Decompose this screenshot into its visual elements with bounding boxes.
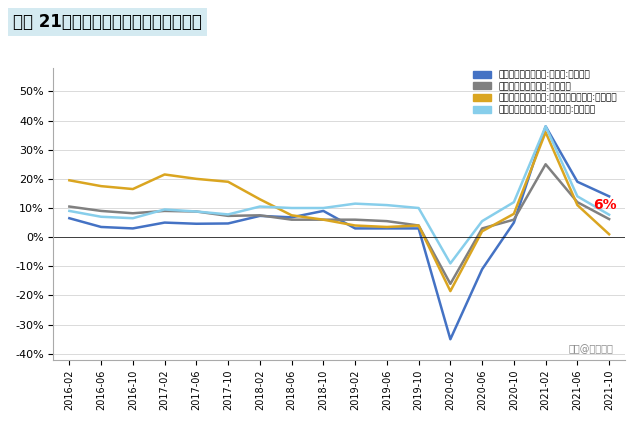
固定资产投资完成额:累计同比 bbox=[97, 208, 105, 213]
固定资产投资完成额:制造业:累计同比 bbox=[288, 215, 296, 220]
固定资产投资完成额:房地产业:累计同比 bbox=[193, 209, 200, 214]
固定资产投资完成额:制造业:累计同比 bbox=[573, 179, 581, 184]
固定资产投资完成额:基础设施建设投资:累计同比 bbox=[319, 217, 327, 222]
固定资产投资完成额:基础设施建设投资:累计同比 bbox=[447, 289, 454, 294]
固定资产投资完成额:房地产业:累计同比 bbox=[65, 208, 73, 213]
固定资产投资完成额:基础设施建设投资:累计同比 bbox=[383, 224, 390, 230]
固定资产投资完成额:累计同比 bbox=[288, 217, 296, 222]
Text: 图表 21：我国固定资产投资完成额变化: 图表 21：我国固定资产投资完成额变化 bbox=[13, 13, 202, 31]
固定资产投资完成额:基础设施建设投资:累计同比 bbox=[478, 229, 486, 234]
固定资产投资完成额:房地产业:累计同比 bbox=[256, 204, 264, 209]
固定资产投资完成额:制造业:累计同比 bbox=[319, 208, 327, 213]
固定资产投资完成额:制造业:累计同比 bbox=[478, 267, 486, 272]
固定资产投资完成额:制造业:累计同比 bbox=[256, 213, 264, 218]
固定资产投资完成额:基础设施建设投资:累计同比 bbox=[65, 178, 73, 183]
固定资产投资完成额:累计同比 bbox=[256, 213, 264, 218]
固定资产投资完成额:制造业:累计同比 bbox=[605, 194, 613, 199]
固定资产投资完成额:基础设施建设投资:累计同比 bbox=[351, 223, 359, 228]
固定资产投资完成额:房地产业:累计同比 bbox=[415, 205, 422, 210]
固定资产投资完成额:累计同比 bbox=[383, 218, 390, 224]
固定资产投资完成额:制造业:累计同比 bbox=[447, 337, 454, 342]
固定资产投资完成额:制造业:累计同比 bbox=[129, 226, 137, 231]
固定资产投资完成额:累计同比 bbox=[65, 204, 73, 209]
固定资产投资完成额:制造业:累计同比 bbox=[542, 124, 550, 129]
固定资产投资完成额:制造业:累计同比 bbox=[97, 224, 105, 230]
固定资产投资完成额:制造业:累计同比 bbox=[415, 226, 422, 231]
固定资产投资完成额:房地产业:累计同比 bbox=[383, 203, 390, 208]
固定资产投资完成额:房地产业:累计同比 bbox=[288, 205, 296, 210]
固定资产投资完成额:制造业:累计同比 bbox=[383, 226, 390, 231]
固定资产投资完成额:累计同比 bbox=[193, 209, 200, 214]
固定资产投资完成额:基础设施建设投资:累计同比 bbox=[193, 176, 200, 181]
固定资产投资完成额:制造业:累计同比 bbox=[193, 221, 200, 226]
固定资产投资完成额:基础设施建设投资:累计同比 bbox=[256, 197, 264, 202]
固定资产投资完成额:房地产业:累计同比 bbox=[478, 218, 486, 224]
固定资产投资完成额:房地产业:累计同比 bbox=[573, 194, 581, 199]
固定资产投资完成额:累计同比 bbox=[415, 223, 422, 228]
固定资产投资完成额:房地产业:累计同比 bbox=[319, 205, 327, 210]
固定资产投资完成额:房地产业:累计同比 bbox=[224, 212, 232, 217]
固定资产投资完成额:累计同比 bbox=[161, 208, 168, 213]
固定资产投资完成额:基础设施建设投资:累计同比 bbox=[161, 172, 168, 177]
固定资产投资完成额:累计同比 bbox=[351, 217, 359, 222]
固定资产投资完成额:制造业:累计同比 bbox=[510, 220, 518, 225]
Line: 固定资产投资完成额:基础设施建设投资:累计同比: 固定资产投资完成额:基础设施建设投资:累计同比 bbox=[69, 132, 609, 291]
固定资产投资完成额:累计同比 bbox=[319, 217, 327, 222]
固定资产投资完成额:制造业:累计同比 bbox=[65, 215, 73, 221]
固定资产投资完成额:累计同比 bbox=[510, 217, 518, 222]
固定资产投资完成额:累计同比 bbox=[129, 211, 137, 216]
固定资产投资完成额:基础设施建设投资:累计同比 bbox=[415, 223, 422, 228]
固定资产投资完成额:房地产业:累计同比 bbox=[351, 201, 359, 206]
固定资产投资完成额:基础设施建设投资:累计同比 bbox=[224, 179, 232, 184]
固定资产投资完成额:基础设施建设投资:累计同比 bbox=[573, 203, 581, 208]
固定资产投资完成额:累计同比 bbox=[542, 162, 550, 167]
固定资产投资完成额:累计同比 bbox=[605, 217, 613, 222]
固定资产投资完成额:制造业:累计同比 bbox=[351, 226, 359, 231]
固定资产投资完成额:基础设施建设投资:累计同比 bbox=[129, 187, 137, 192]
固定资产投资完成额:累计同比 bbox=[573, 200, 581, 205]
固定资产投资完成额:累计同比 bbox=[478, 226, 486, 231]
固定资产投资完成额:基础设施建设投资:累计同比 bbox=[510, 211, 518, 216]
固定资产投资完成额:基础设施建设投资:累计同比 bbox=[605, 232, 613, 237]
固定资产投资完成额:基础设施建设投资:累计同比 bbox=[542, 130, 550, 135]
Text: 6%: 6% bbox=[593, 198, 617, 212]
固定资产投资完成额:房地产业:累计同比 bbox=[605, 212, 613, 217]
Line: 固定资产投资完成额:累计同比: 固定资产投资完成额:累计同比 bbox=[69, 164, 609, 284]
固定资产投资完成额:房地产业:累计同比 bbox=[447, 261, 454, 266]
固定资产投资完成额:累计同比 bbox=[224, 213, 232, 218]
固定资产投资完成额:基础设施建设投资:累计同比 bbox=[288, 213, 296, 218]
Text: 头条@未来智库: 头条@未来智库 bbox=[569, 344, 614, 354]
Line: 固定资产投资完成额:制造业:累计同比: 固定资产投资完成额:制造业:累计同比 bbox=[69, 126, 609, 339]
固定资产投资完成额:累计同比 bbox=[447, 281, 454, 286]
固定资产投资完成额:制造业:累计同比 bbox=[161, 220, 168, 225]
固定资产投资完成额:制造业:累计同比 bbox=[224, 221, 232, 226]
固定资产投资完成额:房地产业:累计同比 bbox=[97, 214, 105, 219]
Legend: 固定资产投资完成额:制造业:累计同比, 固定资产投资完成额:累计同比, 固定资产投资完成额:基础设施建设投资:累计同比, 固定资产投资完成额:房地产业:累计同比: 固定资产投资完成额:制造业:累计同比, 固定资产投资完成额:累计同比, 固定资产… bbox=[469, 67, 621, 118]
Line: 固定资产投资完成额:房地产业:累计同比: 固定资产投资完成额:房地产业:累计同比 bbox=[69, 126, 609, 264]
固定资产投资完成额:房地产业:累计同比 bbox=[542, 124, 550, 129]
固定资产投资完成额:房地产业:累计同比 bbox=[510, 200, 518, 205]
固定资产投资完成额:基础设施建设投资:累计同比 bbox=[97, 184, 105, 189]
固定资产投资完成额:房地产业:累计同比 bbox=[129, 215, 137, 221]
固定资产投资完成额:房地产业:累计同比 bbox=[161, 207, 168, 212]
